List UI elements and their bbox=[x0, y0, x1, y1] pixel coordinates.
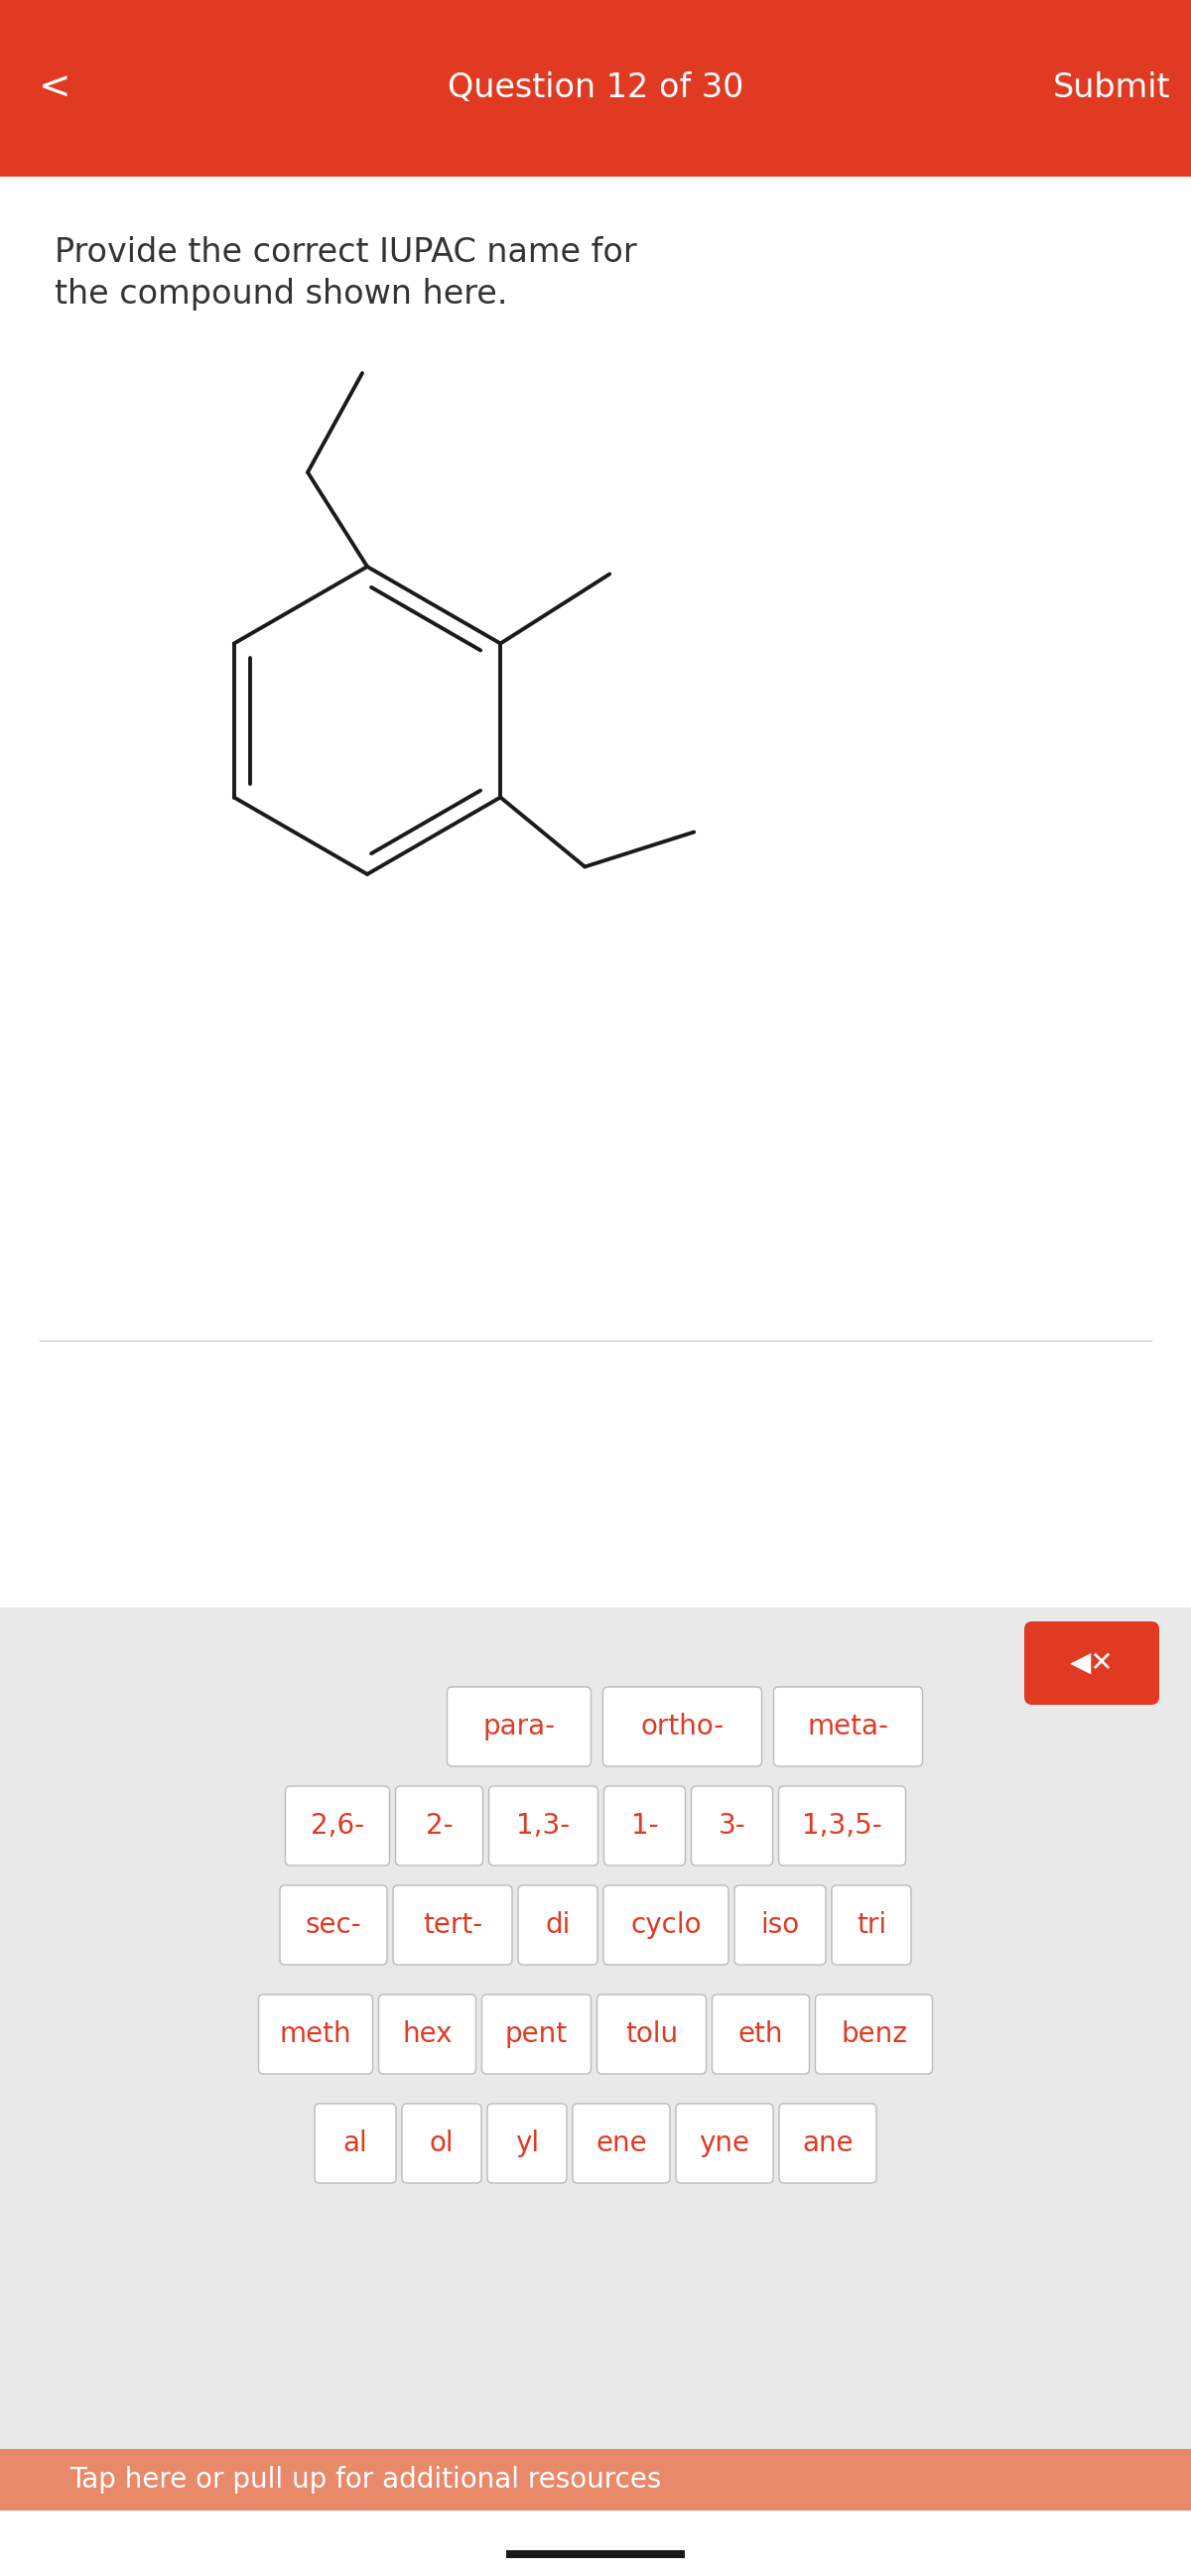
FancyBboxPatch shape bbox=[603, 1687, 762, 1767]
Text: ol: ol bbox=[430, 2130, 454, 2156]
Text: yne: yne bbox=[699, 2130, 750, 2156]
FancyBboxPatch shape bbox=[488, 1785, 598, 1865]
FancyBboxPatch shape bbox=[774, 1687, 923, 1767]
FancyBboxPatch shape bbox=[379, 1994, 476, 2074]
FancyBboxPatch shape bbox=[573, 2105, 669, 2182]
Text: para-: para- bbox=[482, 1713, 555, 1741]
FancyBboxPatch shape bbox=[779, 2105, 877, 2182]
Bar bbox=[0, 0, 1191, 178]
FancyBboxPatch shape bbox=[831, 1886, 911, 1965]
Text: meta-: meta- bbox=[807, 1713, 888, 1741]
FancyBboxPatch shape bbox=[1024, 1620, 1159, 1705]
Text: 1,3-: 1,3- bbox=[517, 1811, 570, 1839]
Text: pent: pent bbox=[505, 2020, 568, 2048]
FancyBboxPatch shape bbox=[676, 2105, 773, 2182]
FancyBboxPatch shape bbox=[691, 1785, 773, 1865]
Bar bbox=[0, 2450, 1191, 2512]
Text: tri: tri bbox=[856, 1911, 886, 1940]
Text: iso: iso bbox=[761, 1911, 799, 1940]
FancyBboxPatch shape bbox=[314, 2105, 395, 2182]
Text: 1-: 1- bbox=[631, 1811, 659, 1839]
FancyBboxPatch shape bbox=[482, 1994, 591, 2074]
Text: 2,6-: 2,6- bbox=[311, 1811, 364, 1839]
Text: the compound shown here.: the compound shown here. bbox=[55, 278, 507, 312]
FancyBboxPatch shape bbox=[604, 1785, 685, 1865]
Text: benz: benz bbox=[841, 2020, 908, 2048]
Text: yl: yl bbox=[515, 2130, 540, 2156]
Text: meth: meth bbox=[280, 2020, 351, 2048]
Text: al: al bbox=[343, 2130, 368, 2156]
Text: 2-: 2- bbox=[425, 1811, 453, 1839]
Text: Submit: Submit bbox=[1053, 72, 1171, 106]
FancyBboxPatch shape bbox=[604, 1886, 729, 1965]
FancyBboxPatch shape bbox=[403, 2105, 481, 2182]
FancyBboxPatch shape bbox=[735, 1886, 825, 1965]
FancyBboxPatch shape bbox=[395, 1785, 482, 1865]
Text: tolu: tolu bbox=[625, 2020, 678, 2048]
FancyBboxPatch shape bbox=[518, 1886, 598, 1965]
Text: ◀✕: ◀✕ bbox=[1070, 1649, 1114, 1677]
FancyBboxPatch shape bbox=[447, 1687, 591, 1767]
Bar bbox=[506, 2550, 685, 2558]
Bar bbox=[0, 1607, 1191, 2512]
FancyBboxPatch shape bbox=[712, 1994, 810, 2074]
Text: Question 12 of 30: Question 12 of 30 bbox=[448, 72, 743, 106]
FancyBboxPatch shape bbox=[816, 1994, 933, 2074]
Text: ortho-: ortho- bbox=[641, 1713, 724, 1741]
Text: 1,3,5-: 1,3,5- bbox=[802, 1811, 883, 1839]
FancyBboxPatch shape bbox=[258, 1994, 373, 2074]
FancyBboxPatch shape bbox=[779, 1785, 905, 1865]
Text: <: < bbox=[38, 70, 70, 108]
FancyBboxPatch shape bbox=[393, 1886, 512, 1965]
Text: sec-: sec- bbox=[305, 1911, 362, 1940]
Text: Tap here or pull up for additional resources: Tap here or pull up for additional resou… bbox=[69, 2465, 661, 2494]
Text: ene: ene bbox=[596, 2130, 647, 2156]
Text: cyclo: cyclo bbox=[630, 1911, 701, 1940]
FancyBboxPatch shape bbox=[487, 2105, 567, 2182]
Text: Provide the correct IUPAC name for: Provide the correct IUPAC name for bbox=[55, 237, 637, 268]
FancyBboxPatch shape bbox=[280, 1886, 387, 1965]
Text: di: di bbox=[545, 1911, 570, 1940]
Text: 3-: 3- bbox=[718, 1811, 746, 1839]
FancyBboxPatch shape bbox=[597, 1994, 706, 2074]
Text: tert-: tert- bbox=[423, 1911, 482, 1940]
FancyBboxPatch shape bbox=[286, 1785, 389, 1865]
Text: eth: eth bbox=[738, 2020, 784, 2048]
Text: hex: hex bbox=[403, 2020, 453, 2048]
Text: ane: ane bbox=[802, 2130, 854, 2156]
